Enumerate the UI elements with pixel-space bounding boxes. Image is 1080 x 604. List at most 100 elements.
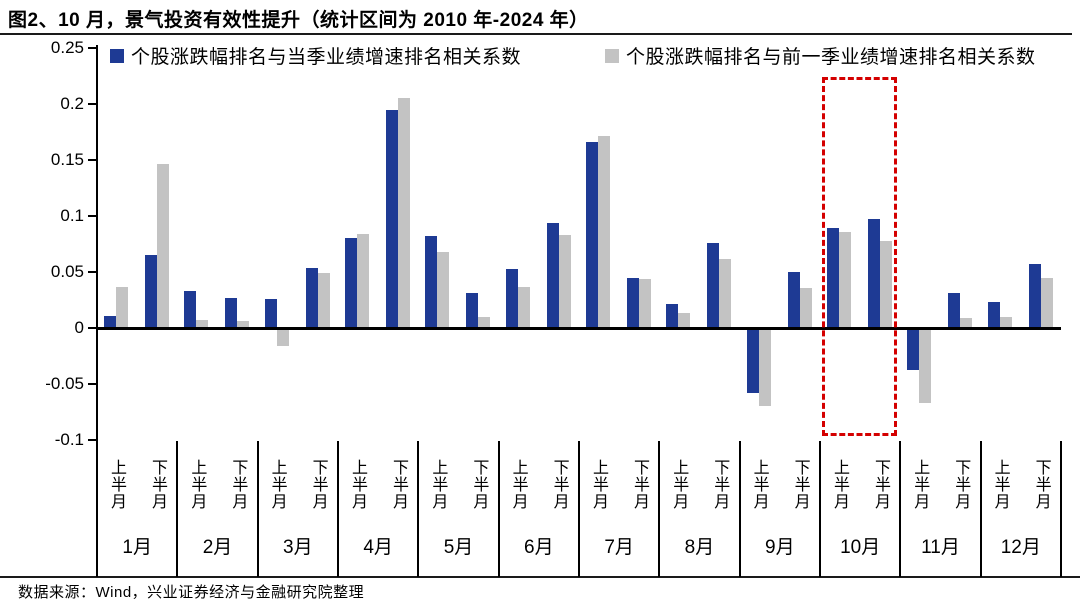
month-label: 3月 bbox=[283, 537, 313, 558]
bar-current-7月-上半月 bbox=[585, 142, 598, 328]
month-label: 2月 bbox=[202, 537, 233, 558]
bar-current-12月-上半月 bbox=[987, 302, 1000, 328]
half-month-label: 上半月 bbox=[911, 459, 929, 510]
legend-swatch-gray-icon bbox=[605, 48, 619, 63]
y-axis-tick-label: 0.1 bbox=[60, 206, 84, 225]
month-separator bbox=[1059, 441, 1062, 577]
half-month-label: 下半月 bbox=[149, 459, 166, 510]
month-separator bbox=[899, 441, 902, 577]
bar-previous-6月-下半月 bbox=[558, 235, 571, 328]
bar-previous-12月-下半月 bbox=[1040, 277, 1053, 328]
month-separator bbox=[256, 441, 259, 577]
month-label: 4月 bbox=[363, 537, 393, 558]
y-axis-tick-mark bbox=[88, 439, 96, 441]
half-month-label: 上半月 bbox=[268, 459, 286, 510]
month-separator bbox=[417, 441, 420, 577]
half-month-label: 下半月 bbox=[1032, 459, 1050, 510]
bar-previous-11月-下半月 bbox=[960, 317, 973, 328]
bar-previous-7月-下半月 bbox=[638, 278, 651, 328]
half-month-label: 上半月 bbox=[589, 459, 607, 510]
bar-previous-1月-下半月 bbox=[157, 164, 169, 328]
zero-axis-line bbox=[97, 327, 1061, 330]
y-axis-tick-mark bbox=[88, 327, 96, 329]
bar-current-5月-上半月 bbox=[425, 236, 438, 328]
half-month-label: 上半月 bbox=[108, 459, 125, 510]
half-month-label: 上半月 bbox=[670, 459, 688, 510]
bar-current-11月-下半月 bbox=[948, 293, 961, 328]
bottom-divider bbox=[0, 576, 1080, 578]
half-month-label: 下半月 bbox=[389, 459, 407, 510]
y-axis-tick-label: 0.15 bbox=[50, 150, 84, 169]
y-axis-tick-label: -0.05 bbox=[45, 374, 84, 393]
bar-current-9月-下半月 bbox=[787, 272, 800, 328]
bar-previous-2月-下半月 bbox=[237, 321, 250, 328]
bar-current-8月-下半月 bbox=[707, 242, 720, 328]
bar-previous-11月-上半月 bbox=[919, 330, 932, 403]
month-separator bbox=[818, 441, 821, 577]
month-separator bbox=[738, 441, 741, 577]
month-label: 10月 bbox=[840, 537, 881, 558]
month-label: 1月 bbox=[122, 537, 152, 558]
bar-previous-3月-上半月 bbox=[276, 330, 289, 346]
month-label: 8月 bbox=[684, 537, 715, 558]
month-separator bbox=[577, 441, 580, 577]
month-separator bbox=[336, 441, 339, 577]
bar-previous-5月-上半月 bbox=[437, 251, 450, 328]
bar-current-4月-上半月 bbox=[344, 238, 357, 328]
highlight-box bbox=[821, 77, 898, 436]
bar-current-1月-上半月 bbox=[104, 315, 116, 328]
month-label: 12月 bbox=[1000, 537, 1041, 558]
y-axis-tick-mark bbox=[88, 271, 96, 273]
half-month-label: 下半月 bbox=[630, 459, 648, 510]
y-axis-tick-label: 0.25 bbox=[50, 38, 84, 57]
bar-previous-4月-上半月 bbox=[356, 233, 369, 328]
bar-current-6月-下半月 bbox=[546, 222, 559, 328]
bar-current-10月-上半月 bbox=[826, 228, 839, 328]
bar-current-8月-上半月 bbox=[666, 304, 679, 328]
half-month-label: 下半月 bbox=[229, 459, 247, 510]
bar-previous-9月-下半月 bbox=[799, 287, 812, 328]
half-month-label: 上半月 bbox=[830, 459, 848, 510]
half-month-label: 上半月 bbox=[750, 459, 768, 510]
bar-previous-12月-上半月 bbox=[999, 316, 1012, 328]
half-month-label: 下半月 bbox=[952, 459, 970, 510]
bar-current-3月-上半月 bbox=[264, 298, 277, 328]
month-separator bbox=[497, 441, 500, 577]
half-month-label: 下半月 bbox=[871, 459, 889, 510]
legend-label-current-quarter: 个股涨跌幅排名与当季业绩增速排名相关系数 bbox=[131, 47, 522, 68]
legend-item-previous-quarter: 个股涨跌幅排名与前一季业绩增速排名相关系数 bbox=[605, 42, 1036, 69]
bar-current-5月-下半月 bbox=[466, 293, 479, 328]
bar-previous-8月-上半月 bbox=[678, 313, 691, 328]
bar-current-1月-下半月 bbox=[145, 255, 157, 328]
y-axis-tick-label: -0.1 bbox=[54, 430, 84, 449]
bar-current-2月-下半月 bbox=[225, 297, 238, 328]
half-month-label: 下半月 bbox=[791, 459, 809, 510]
bar-previous-10月-上半月 bbox=[838, 231, 851, 328]
month-separator bbox=[658, 441, 661, 577]
month-label: 9月 bbox=[765, 537, 795, 558]
bar-current-11月-上半月 bbox=[907, 330, 920, 371]
bar-previous-2月-上半月 bbox=[196, 320, 209, 328]
bar-current-7月-下半月 bbox=[626, 277, 639, 328]
month-label: 6月 bbox=[524, 537, 554, 558]
half-month-label: 上半月 bbox=[509, 459, 527, 510]
y-axis-line bbox=[96, 45, 98, 577]
bar-previous-7月-上半月 bbox=[597, 136, 610, 328]
bar-current-4月-下半月 bbox=[385, 109, 398, 328]
half-month-label: 上半月 bbox=[188, 459, 206, 510]
half-month-label: 下半月 bbox=[309, 459, 327, 510]
bar-previous-3月-下半月 bbox=[317, 273, 330, 328]
bar-current-2月-上半月 bbox=[184, 291, 197, 328]
y-axis-tick-mark bbox=[88, 383, 96, 385]
bar-previous-1月-上半月 bbox=[116, 286, 128, 328]
month-separator bbox=[979, 441, 982, 577]
half-month-label: 下半月 bbox=[470, 459, 488, 510]
half-month-label: 上半月 bbox=[348, 459, 366, 510]
legend-item-current-quarter: 个股涨跌幅排名与当季业绩增速排名相关系数 bbox=[110, 42, 521, 69]
bar-previous-9月-上半月 bbox=[758, 330, 771, 407]
bar-previous-8月-下半月 bbox=[719, 258, 732, 328]
title-divider bbox=[0, 33, 1072, 35]
half-month-label: 上半月 bbox=[991, 459, 1009, 510]
half-month-label: 上半月 bbox=[429, 459, 447, 510]
bar-current-3月-下半月 bbox=[305, 267, 318, 328]
